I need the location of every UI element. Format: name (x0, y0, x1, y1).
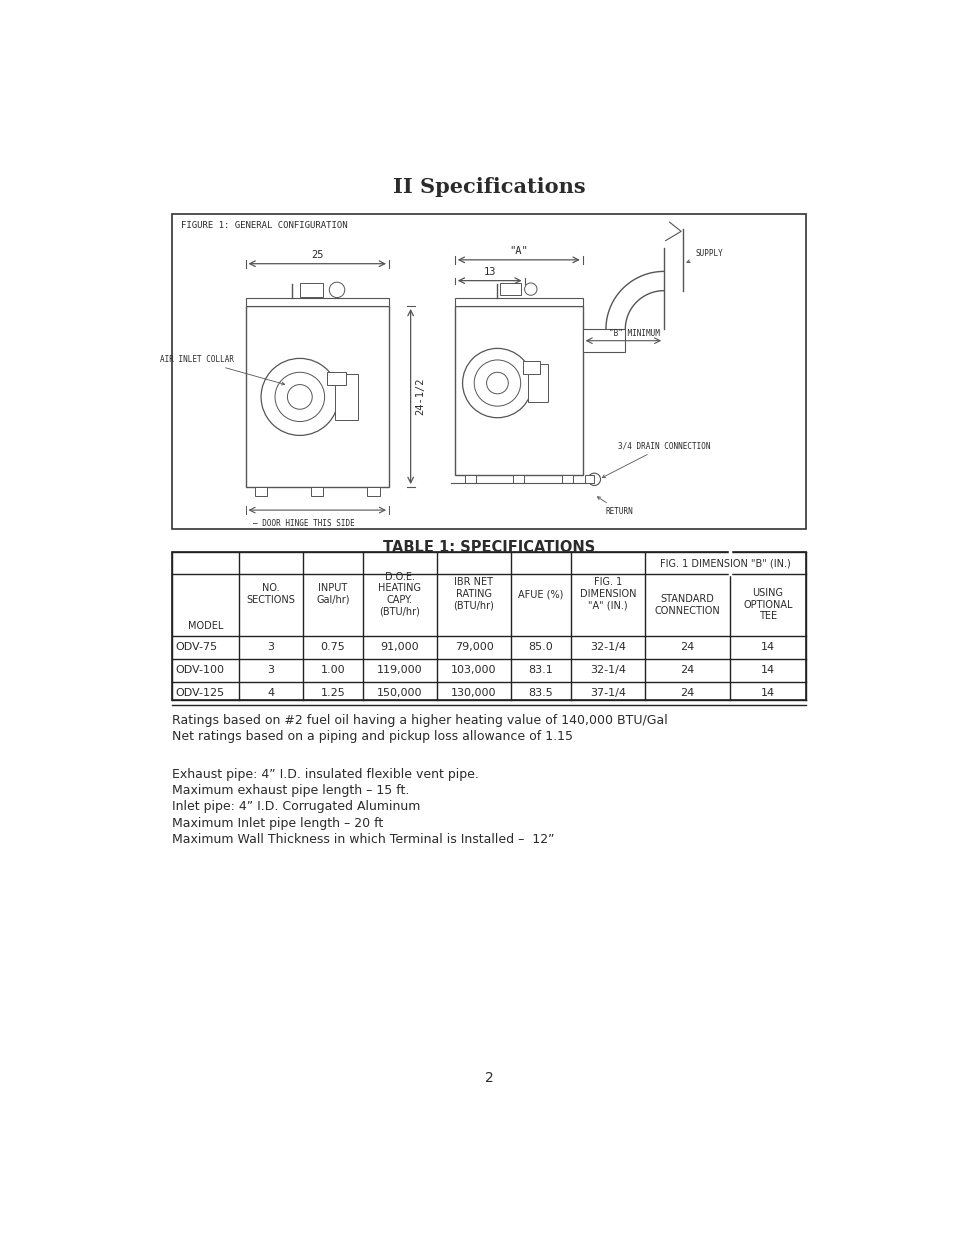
Text: Maximum Wall Thickness in which Terminal is Installed –  12”: Maximum Wall Thickness in which Terminal… (172, 832, 554, 846)
Circle shape (274, 372, 324, 421)
Text: 32-1/4: 32-1/4 (589, 642, 625, 652)
Text: 91,000: 91,000 (380, 642, 418, 652)
Text: FIGURE 1: GENERAL CONFIGURATION: FIGURE 1: GENERAL CONFIGURATION (181, 221, 348, 231)
Text: 83.5: 83.5 (528, 688, 553, 698)
Bar (464, 475, 476, 483)
Text: 14: 14 (760, 688, 774, 698)
Text: 4: 4 (267, 688, 274, 698)
Text: 24: 24 (679, 688, 694, 698)
Bar (584, 475, 594, 483)
Bar (455, 299, 582, 306)
Bar (245, 306, 389, 487)
Text: Exhaust pipe: 4” I.D. insulated flexible vent pipe.: Exhaust pipe: 4” I.D. insulated flexible… (172, 768, 478, 781)
Bar (561, 475, 572, 483)
Bar (172, 552, 805, 700)
Text: 3: 3 (267, 666, 274, 676)
Bar (522, 362, 539, 374)
Circle shape (329, 282, 344, 298)
Text: 1.25: 1.25 (320, 688, 345, 698)
Text: 1.00: 1.00 (320, 666, 345, 676)
Text: USING
OPTIONAL
TEE: USING OPTIONAL TEE (742, 588, 792, 621)
Text: MODEL: MODEL (188, 621, 223, 631)
Text: — DOOR HINGE THIS SIDE: — DOOR HINGE THIS SIDE (253, 520, 355, 529)
Text: 14: 14 (760, 642, 774, 652)
Text: Maximum Inlet pipe length – 20 ft: Maximum Inlet pipe length – 20 ft (172, 816, 383, 830)
Text: Ratings based on #2 fuel oil having a higher heating value of 140,000 BTU/Gal: Ratings based on #2 fuel oil having a hi… (172, 714, 667, 727)
Text: TABLE 1: SPECIFICATIONS: TABLE 1: SPECIFICATIONS (382, 540, 595, 555)
Text: 83.1: 83.1 (528, 666, 553, 676)
Text: "B" MINIMUM: "B" MINIMUM (609, 329, 659, 337)
Bar (335, 374, 357, 420)
Text: 37-1/4: 37-1/4 (589, 688, 625, 698)
Bar (528, 364, 547, 403)
Text: STANDARD
CONNECTION: STANDARD CONNECTION (654, 594, 720, 615)
Text: 0.75: 0.75 (320, 642, 345, 652)
Text: 3/4 DRAIN CONNECTION: 3/4 DRAIN CONNECTION (601, 441, 709, 478)
Text: 24: 24 (679, 642, 694, 652)
Bar (299, 283, 323, 296)
Text: 150,000: 150,000 (376, 688, 422, 698)
Bar (311, 487, 323, 496)
Text: 85.0: 85.0 (528, 642, 553, 652)
Circle shape (261, 358, 338, 436)
Text: 119,000: 119,000 (376, 666, 422, 676)
Text: 14: 14 (760, 666, 774, 676)
Text: AIR INLET COLLAR: AIR INLET COLLAR (160, 356, 284, 385)
Text: FIG. 1
DIMENSION
"A" (IN.): FIG. 1 DIMENSION "A" (IN.) (579, 578, 636, 610)
Text: RETURN: RETURN (597, 496, 633, 516)
Bar (513, 475, 523, 483)
Text: ODV-100: ODV-100 (175, 666, 225, 676)
Text: 130,000: 130,000 (451, 688, 497, 698)
Circle shape (287, 384, 312, 409)
Bar (254, 487, 267, 496)
Text: ODV-125: ODV-125 (175, 688, 225, 698)
Circle shape (587, 473, 599, 485)
Text: II Specifications: II Specifications (393, 178, 584, 198)
Text: 103,000: 103,000 (451, 666, 497, 676)
Text: 3: 3 (267, 642, 274, 652)
Bar (367, 487, 379, 496)
Text: "A": "A" (509, 246, 528, 256)
Text: NO.
SECTIONS: NO. SECTIONS (246, 583, 295, 605)
Text: D.O.E.
HEATING
CAPY.
(BTU/hr): D.O.E. HEATING CAPY. (BTU/hr) (377, 572, 421, 616)
Circle shape (474, 359, 520, 406)
Circle shape (486, 372, 508, 394)
Circle shape (462, 348, 532, 417)
Text: 24: 24 (679, 666, 694, 676)
Text: 79,000: 79,000 (455, 642, 493, 652)
Text: 13: 13 (483, 267, 496, 277)
Text: 2: 2 (484, 1071, 493, 1086)
Bar (455, 306, 582, 475)
Circle shape (524, 283, 537, 295)
Text: INPUT
Gal/hr): INPUT Gal/hr) (315, 583, 349, 605)
Text: IBR NET
RATING
(BTU/hr): IBR NET RATING (BTU/hr) (453, 578, 494, 610)
Text: 32-1/4: 32-1/4 (589, 666, 625, 676)
Text: Net ratings based on a piping and pickup loss allowance of 1.15: Net ratings based on a piping and pickup… (172, 730, 573, 742)
Bar (499, 283, 521, 295)
Bar (172, 214, 805, 530)
Text: 24-1/2: 24-1/2 (415, 378, 425, 415)
Text: Maximum exhaust pipe length – 15 ft.: Maximum exhaust pipe length – 15 ft. (172, 784, 409, 798)
Text: 25: 25 (311, 249, 323, 259)
Text: AFUE (%): AFUE (%) (517, 589, 563, 599)
Text: SUPPLY: SUPPLY (686, 249, 722, 263)
Bar (327, 372, 346, 385)
Bar (582, 330, 624, 352)
Text: ODV-75: ODV-75 (175, 642, 217, 652)
Text: Inlet pipe: 4” I.D. Corrugated Aluminum: Inlet pipe: 4” I.D. Corrugated Aluminum (172, 800, 420, 814)
Text: FIG. 1 DIMENSION "B" (IN.): FIG. 1 DIMENSION "B" (IN.) (659, 558, 790, 568)
Bar (245, 299, 389, 306)
